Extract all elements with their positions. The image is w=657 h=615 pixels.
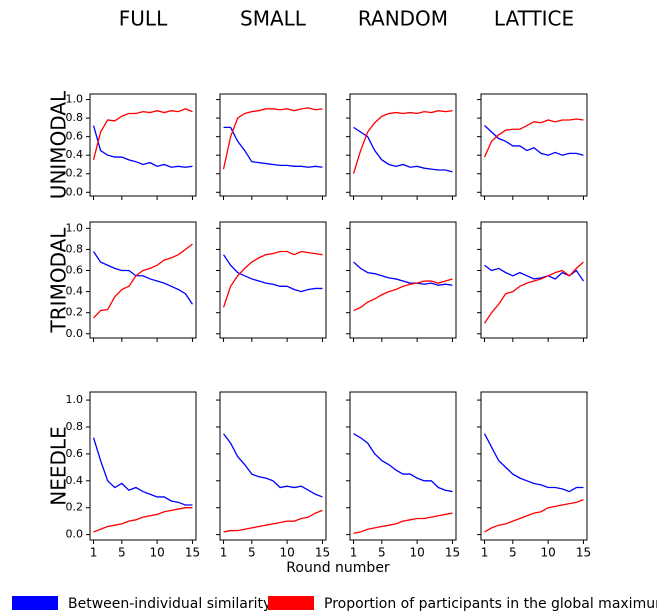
- x-tick-label: 1: [90, 546, 98, 560]
- y-tick-label: 0.0: [66, 185, 84, 198]
- mean-line: [223, 126, 323, 168]
- mean-line: [92, 251, 194, 305]
- y-tick-label: 0.8: [66, 242, 84, 255]
- legend-swatch: [268, 596, 314, 610]
- plot-frame: [349, 391, 457, 541]
- plot-frame: [349, 93, 457, 197]
- plot-frame: [219, 93, 327, 197]
- row-title: TRIMODAL: [47, 227, 71, 334]
- x-tick-label: 10: [409, 546, 424, 560]
- x-tick-label: 5: [378, 546, 386, 560]
- mean-line: [352, 110, 453, 174]
- x-tick-label: 1: [220, 546, 228, 560]
- x-tick-label: 10: [279, 546, 294, 560]
- x-tick-label: 5: [248, 546, 256, 560]
- mean-line: [353, 261, 453, 286]
- x-tick-label: 1: [350, 546, 358, 560]
- mean-line: [483, 261, 584, 324]
- x-tick-label: 15: [576, 546, 591, 560]
- y-tick-label: 1.0: [66, 393, 84, 406]
- mean-line: [93, 507, 193, 533]
- legend-label: Proportion of participants in the global…: [324, 596, 657, 612]
- plot-frame: [480, 93, 588, 197]
- plot-frame: [89, 221, 197, 339]
- column-title: RANDOM: [358, 7, 448, 31]
- plot-frame: [89, 93, 197, 197]
- plot-frame: [219, 221, 327, 339]
- y-tick-label: 0.2: [66, 167, 84, 180]
- x-tick-label: 15: [445, 546, 460, 560]
- legend-swatch: [12, 596, 58, 610]
- y-tick-label: 0.6: [66, 130, 84, 143]
- y-tick-label: 1.0: [66, 221, 84, 234]
- x-tick-label: 15: [315, 546, 330, 560]
- y-tick-label: 0.6: [66, 264, 84, 277]
- plot-frame: [349, 221, 457, 339]
- column-title: FULL: [119, 7, 168, 31]
- mean-line: [93, 243, 193, 319]
- y-tick-label: 0.4: [66, 148, 84, 161]
- x-tick-label: 5: [509, 546, 517, 560]
- y-tick-label: 0.2: [66, 501, 84, 514]
- x-tick-label: 10: [540, 546, 555, 560]
- mean-line: [222, 250, 323, 308]
- y-tick-label: 0.8: [66, 420, 84, 433]
- x-tick-label: 10: [149, 546, 164, 560]
- x-tick-label: 15: [185, 546, 200, 560]
- y-tick-label: 0.8: [66, 111, 84, 124]
- x-tick-label: 1: [481, 546, 489, 560]
- y-tick-label: 1.0: [66, 93, 84, 106]
- plot-frame: [89, 391, 197, 541]
- x-tick-label: 5: [118, 546, 126, 560]
- y-tick-label: 0.0: [66, 327, 84, 340]
- mean-line: [483, 118, 584, 158]
- mean-line: [92, 125, 193, 168]
- mean-line: [353, 126, 453, 173]
- legend-label: Between-individual similarity: [68, 596, 271, 612]
- x-axis-label: Round number: [286, 560, 390, 576]
- mean-line: [484, 264, 585, 282]
- mean-line: [92, 108, 193, 160]
- row-title: UNIMODAL: [47, 90, 71, 199]
- y-tick-label: 0.2: [66, 306, 84, 319]
- mean-line: [483, 433, 584, 493]
- mean-line: [353, 512, 453, 534]
- mean-line: [353, 278, 453, 312]
- y-tick-label: 0.6: [66, 447, 84, 460]
- mean-line: [222, 107, 323, 170]
- plot-frame: [480, 391, 588, 541]
- y-tick-label: 0.0: [66, 528, 84, 541]
- plot-frame: [219, 391, 327, 541]
- mean-line: [484, 125, 584, 156]
- mean-line: [223, 433, 323, 498]
- column-title: LATTICE: [494, 7, 574, 31]
- mean-line: [353, 433, 453, 493]
- column-title: SMALL: [240, 7, 307, 31]
- y-tick-label: 0.4: [66, 285, 84, 298]
- mean-line: [484, 499, 584, 533]
- row-title: NEEDLE: [47, 426, 71, 505]
- y-tick-label: 0.4: [66, 474, 84, 487]
- mean-line: [223, 509, 323, 533]
- mean-line: [92, 437, 193, 506]
- plot-frame: [480, 221, 588, 339]
- mean-line: [222, 254, 323, 293]
